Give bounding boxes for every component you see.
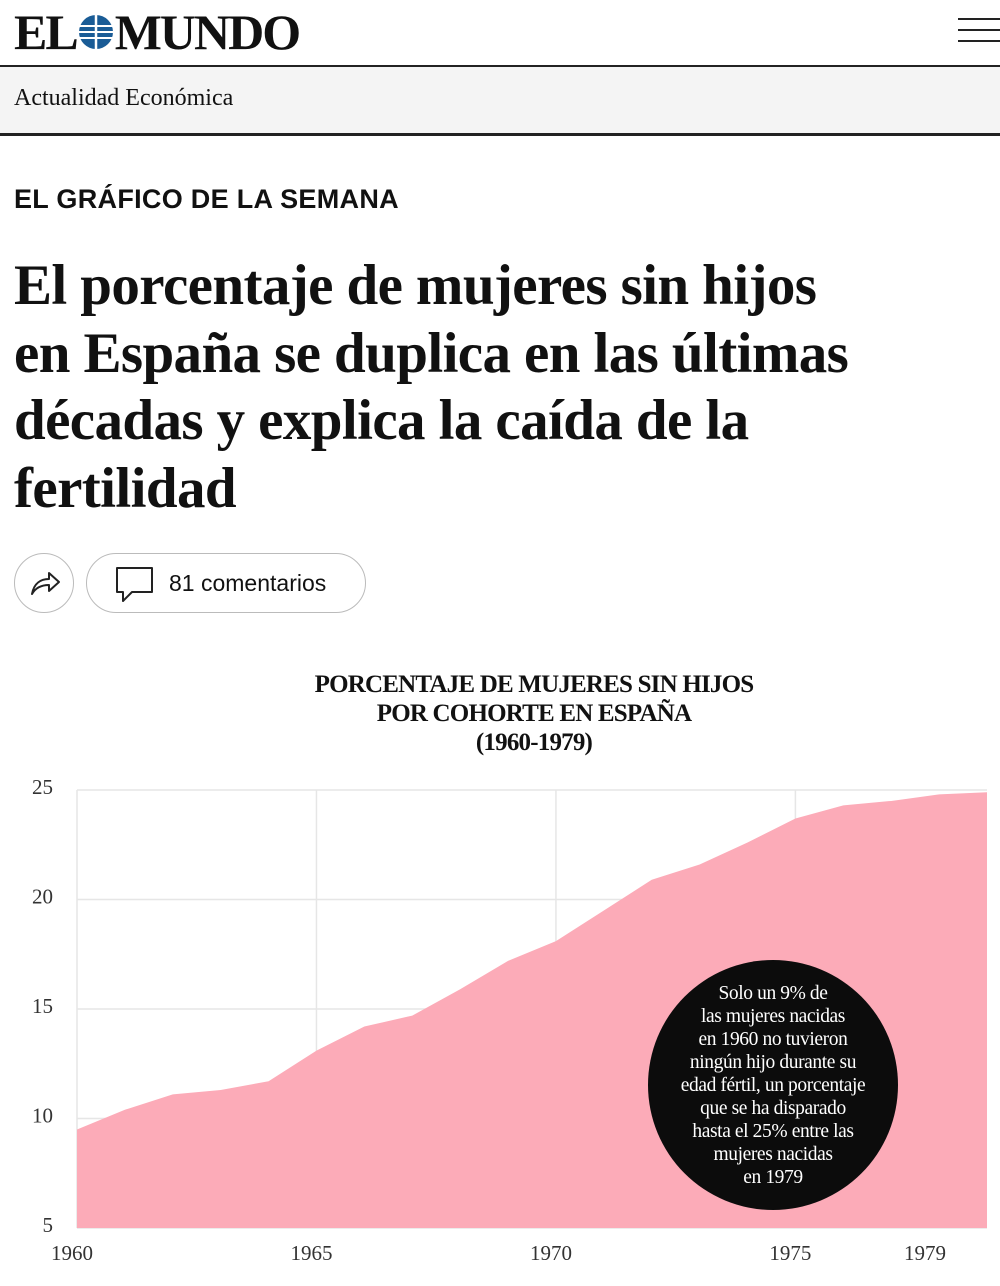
logo-text-mundo: MUNDO (114, 4, 301, 60)
headline-line: El porcentaje de mujeres sin hijos (14, 254, 817, 317)
headline-line: fertilidad (14, 456, 237, 520)
annotation-text: Solo un 9% de las mujeres nacidas en 196… (653, 982, 893, 1189)
share-arrow-icon (31, 572, 60, 595)
logo-text-el: EL (14, 4, 79, 60)
annotation-line: edad fértil, un porcentaje (680, 1074, 866, 1096)
x-tick-label: 1970 (530, 1241, 572, 1265)
section-link[interactable]: Actualidad Económica (14, 85, 234, 111)
annotation-bubble: Solo un 9% de las mujeres nacidas en 196… (648, 960, 898, 1210)
share-button[interactable] (14, 553, 74, 613)
chart-title-line: PORCENTAJE DE MUJERES SIN HIJOS (314, 671, 755, 698)
y-tick-label: 20 (32, 885, 53, 909)
comments-count: 81 comentarios (169, 570, 327, 596)
headline-line: en España se duplica en las últimas (14, 321, 849, 385)
hamburger-icon[interactable] (958, 18, 1000, 44)
annotation-line: hasta el 25% entre las (692, 1120, 854, 1142)
annotation-line: en 1960 no tuvieron (698, 1028, 848, 1050)
annotation-line: mujeres nacidas (713, 1143, 833, 1165)
x-tick-label: 1979 (904, 1241, 946, 1265)
kicker: EL GRÁFICO DE LA SEMANA (14, 184, 399, 214)
section-bar: Actualidad Económica (0, 67, 1000, 136)
globe-icon (78, 15, 113, 49)
site-header: EL MUNDO (0, 0, 1000, 67)
comments-button[interactable]: 81 comentarios (86, 553, 366, 613)
el-mundo-logo[interactable]: EL MUNDO (14, 4, 301, 60)
annotation-line: las mujeres nacidas (700, 1005, 845, 1027)
x-tick-label: 1975 (769, 1241, 811, 1265)
y-tick-label: 25 (32, 775, 53, 799)
headline: El porcentaje de mujeres sin hijos en Es… (14, 252, 849, 522)
annotation-line: ningún hijo durante su (689, 1051, 857, 1073)
chart-title-line: (1960-1979) (475, 729, 593, 756)
y-tick-label: 5 (43, 1213, 54, 1237)
annotation-line: Solo un 9% de (718, 982, 828, 1004)
annotation-line: en 1979 (743, 1166, 803, 1188)
annotation-line: que se ha disparado (700, 1097, 846, 1119)
y-tick-label: 15 (32, 994, 53, 1018)
speech-bubble-icon (116, 567, 153, 602)
headline-line: décadas y explica la caída de la (14, 389, 749, 452)
y-tick-label: 10 (32, 1104, 53, 1128)
x-tick-label: 1965 (290, 1241, 332, 1265)
chart-title-line: POR COHORTE EN ESPAÑA (376, 700, 692, 727)
x-tick-label: 1960 (51, 1241, 93, 1265)
chart-title: PORCENTAJE DE MUJERES SIN HIJOS POR COHO… (234, 670, 834, 757)
